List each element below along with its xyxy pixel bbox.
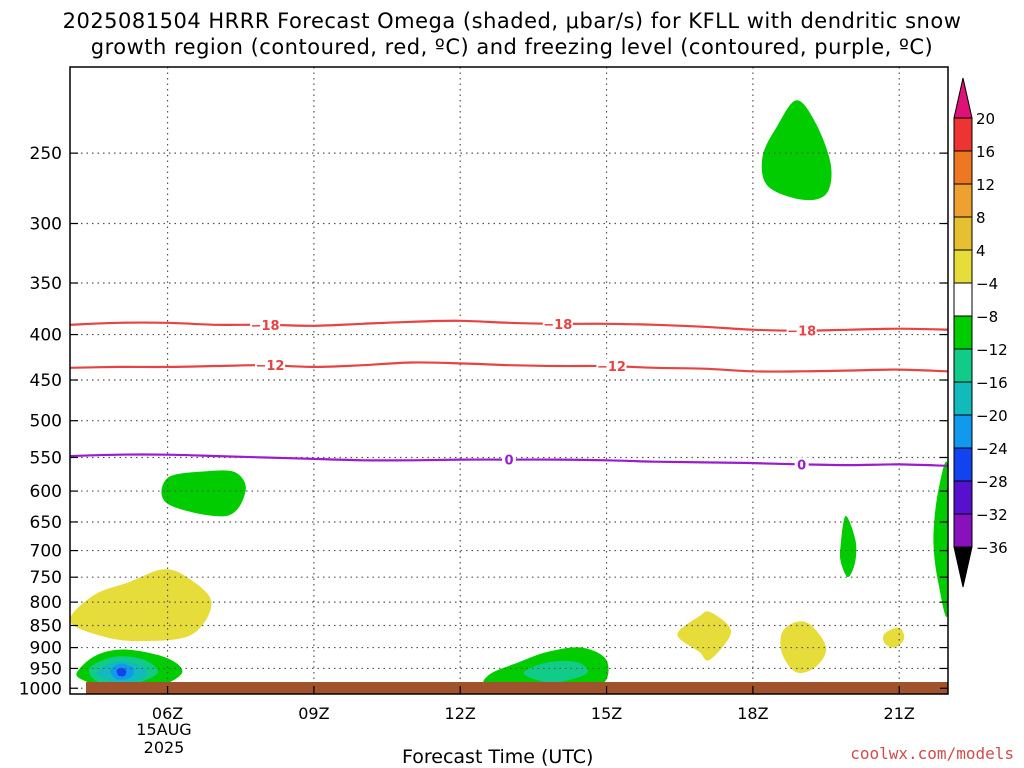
y-tick-label-750: 750 [30,568,62,588]
y-tick-label-600: 600 [30,482,62,502]
colorbar-label-10: −24 [976,440,1008,458]
x-tick-label-18Z: 18Z [737,704,768,723]
y-tick-label-500: 500 [30,412,62,432]
y-tick-label-250: 250 [30,144,62,164]
ground-layer [86,682,948,694]
y-tick-label-700: 700 [30,542,62,562]
contour-line-1 [70,361,948,373]
contour-label-6: 0 [797,458,806,473]
contour-label-bg-1 [542,316,573,331]
y-tick-label-550: 550 [30,448,62,468]
colorbar-cell-6 [953,315,973,350]
omega-region-yellow-850-low [70,569,212,642]
contour-label-4: −12 [597,360,626,375]
colorbar-label-2: 12 [976,176,995,194]
colorbar-label-12: −32 [976,506,1008,524]
colorbar-label-9: −20 [976,407,1008,425]
colorbar-cell-3 [953,216,973,251]
shading-layer [70,100,948,689]
colorbar-label-6: −8 [976,308,998,326]
credit-link[interactable]: coolwx.com/models [850,744,1014,763]
contour-label-2: −18 [787,325,816,340]
x-tick-label-15Z: 15Z [591,704,622,723]
x-tick-label-21Z: 21Z [884,704,915,723]
colorbar-label-11: −28 [976,473,1008,491]
colorbar-cell-0 [953,117,973,152]
y-tick-label-450: 450 [30,371,62,391]
colorbar-cell-5 [953,282,973,317]
contour-label-5: 0 [504,454,513,469]
contour-label-bg-5 [502,452,516,467]
chart-title-line-2: growth region (contoured, red, ºC) and f… [90,35,934,59]
contour-layer: −18 −18 −18 −12 −12 0 0 [70,316,948,473]
omega-region-teal-950-mid [523,660,588,683]
colorbar-label-4: 4 [976,242,986,260]
y-tick-label-400: 400 [30,326,62,346]
colorbar-label-0: 20 [976,110,995,128]
date-label-year: 2025 [143,738,185,757]
colorbar-top-triangle [953,77,973,119]
omega-region-yellow-850-c [883,627,905,648]
omega-region-green-250 [761,100,832,201]
omega-region-darkblue-950-early [116,667,127,677]
contour-label-1: −18 [543,318,572,333]
chart-title-line-1: 2025081504 HRRR Forecast Omega (shaded, … [62,9,962,33]
contour-label-3: −12 [255,359,284,374]
colorbar-label-3: 8 [976,209,986,227]
colorbar-label-1: 16 [976,143,995,161]
y-tick-label-1000: 1000 [19,679,62,699]
y-tick-label-900: 900 [30,639,62,659]
colorbar-cell-2 [953,183,973,218]
colorbar-cell-7 [953,348,973,383]
y-tick-label-800: 800 [30,593,62,613]
x-axis-title: Forecast Time (UTC) [402,746,594,768]
omega-region-green-600 [161,470,246,517]
colorbar-cell-11 [953,480,973,515]
omega-region-green-right-edge [933,461,948,617]
contour-label-bg-4 [596,359,627,374]
contour-label-bg-2 [786,323,817,338]
omega-region-green-700-narrow [839,515,857,578]
colorbar-label-8: −16 [976,374,1008,392]
contour-label-bg-6 [794,457,809,472]
x-tick-label-06Z: 06Z [152,704,183,723]
colorbar-label-7: −12 [976,341,1008,359]
omega-region-yellow-850-a [677,611,731,661]
y-tick-label-350: 350 [30,274,62,294]
colorbar-cell-12 [953,513,973,548]
y-tick-label-300: 300 [30,215,62,235]
colorbar-bottom-triangle [953,546,973,588]
colorbar-cell-8 [953,381,973,416]
colorbar-label-13: −36 [976,539,1008,557]
axes-layer: 2503003504004505005506006507007508008509… [19,66,949,723]
date-label-day: 15AUG [136,720,192,739]
colorbar-cell-10 [953,447,973,482]
omega-region-yellow-850-b [780,621,827,674]
contour-label-bg-0 [250,317,281,332]
colorbar-label-5: −4 [976,275,998,293]
colorbar-cell-9 [953,414,973,449]
y-tick-label-950: 950 [30,659,62,679]
y-tick-label-850: 850 [30,617,62,637]
colorbar-cell-4 [953,249,973,284]
contour-label-0: −18 [251,319,280,334]
x-tick-label-09Z: 09Z [298,704,329,723]
colorbar-cell-1 [953,150,973,185]
colorbar-layer: 20 16 12 8 4 −4 −8 −12 −16 −20 −24 −28 −32 −36 [953,77,1008,588]
y-tick-label-650: 650 [30,513,62,533]
x-tick-label-12Z: 12Z [445,704,476,723]
contour-label-bg-3 [254,358,285,373]
ground-strip [86,682,948,694]
